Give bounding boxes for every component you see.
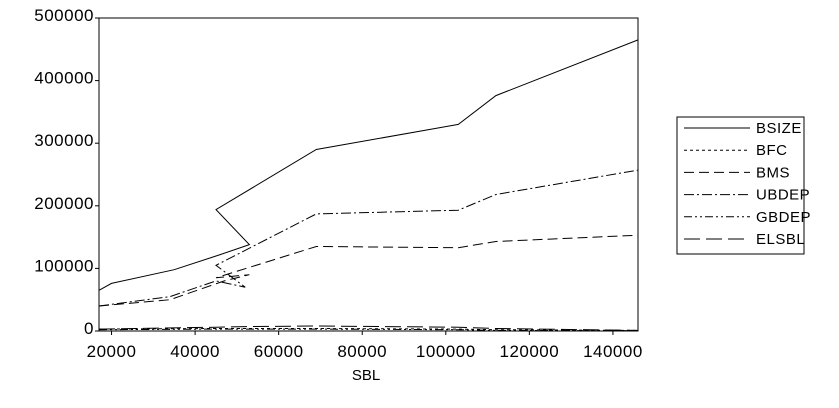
series-line-bsize [98,39,639,291]
legend-label-bsize: BSIZE [756,120,802,137]
x-tick-label: 80000 [337,342,387,361]
x-tick-label: 40000 [170,342,220,361]
legend-label-bfc: BFC [756,142,788,159]
legend: BSIZE BFC BMS UBDEP GBDEP ELSBL [676,116,811,255]
y-tick-label: 400000 [34,69,94,88]
series-line-elsbl [98,325,639,331]
x-tick-label: 60000 [254,342,304,361]
series-line-ubdep [98,169,639,307]
series-line-bfc [98,328,639,331]
legend-label-elsbl: ELSBL [756,231,805,248]
plot-frame [98,17,639,332]
series-line-gbdep [98,328,639,332]
y-tick-label: 0 [84,319,94,338]
series-layer [98,39,639,332]
x-axis: 20000 40000 60000 80000 100000 120000 140000 [87,331,643,361]
y-axis: 0 100000 200000 300000 400000 500000 [34,6,99,338]
x-tick-label: 120000 [499,342,559,361]
x-tick-label: 100000 [416,342,476,361]
plot-area [98,17,639,332]
y-tick-label: 500000 [34,6,94,25]
x-tick-label: 20000 [87,342,137,361]
y-tick-label: 200000 [34,194,94,213]
series-line-bms [98,234,639,307]
x-axis-label: SBL [352,367,380,384]
legend-label-bms: BMS [756,164,790,181]
y-tick-label: 300000 [34,131,94,150]
y-tick-label: 100000 [34,256,94,275]
legend-label-gbdep: GBDEP [756,209,811,226]
legend-box [676,116,805,255]
legend-label-ubdep: UBDEP [756,187,810,204]
x-tick-label: 140000 [583,342,643,361]
